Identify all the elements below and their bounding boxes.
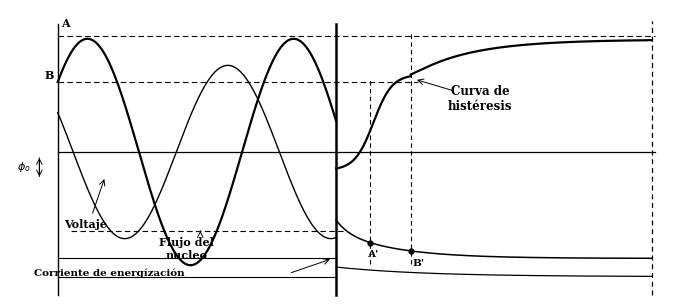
Text: A': A' — [367, 250, 379, 259]
Text: B: B — [45, 70, 54, 81]
Text: Corriente de energízación: Corriente de energízación — [34, 269, 185, 278]
Text: A: A — [61, 18, 70, 29]
Text: Voltaje: Voltaje — [65, 219, 107, 230]
Text: Curva de
histéresis: Curva de histéresis — [448, 85, 513, 113]
Text: B': B' — [413, 258, 425, 268]
Text: Flujo del
nucleo: Flujo del nucleo — [160, 237, 214, 261]
Text: $\phi_o$: $\phi_o$ — [17, 160, 31, 174]
